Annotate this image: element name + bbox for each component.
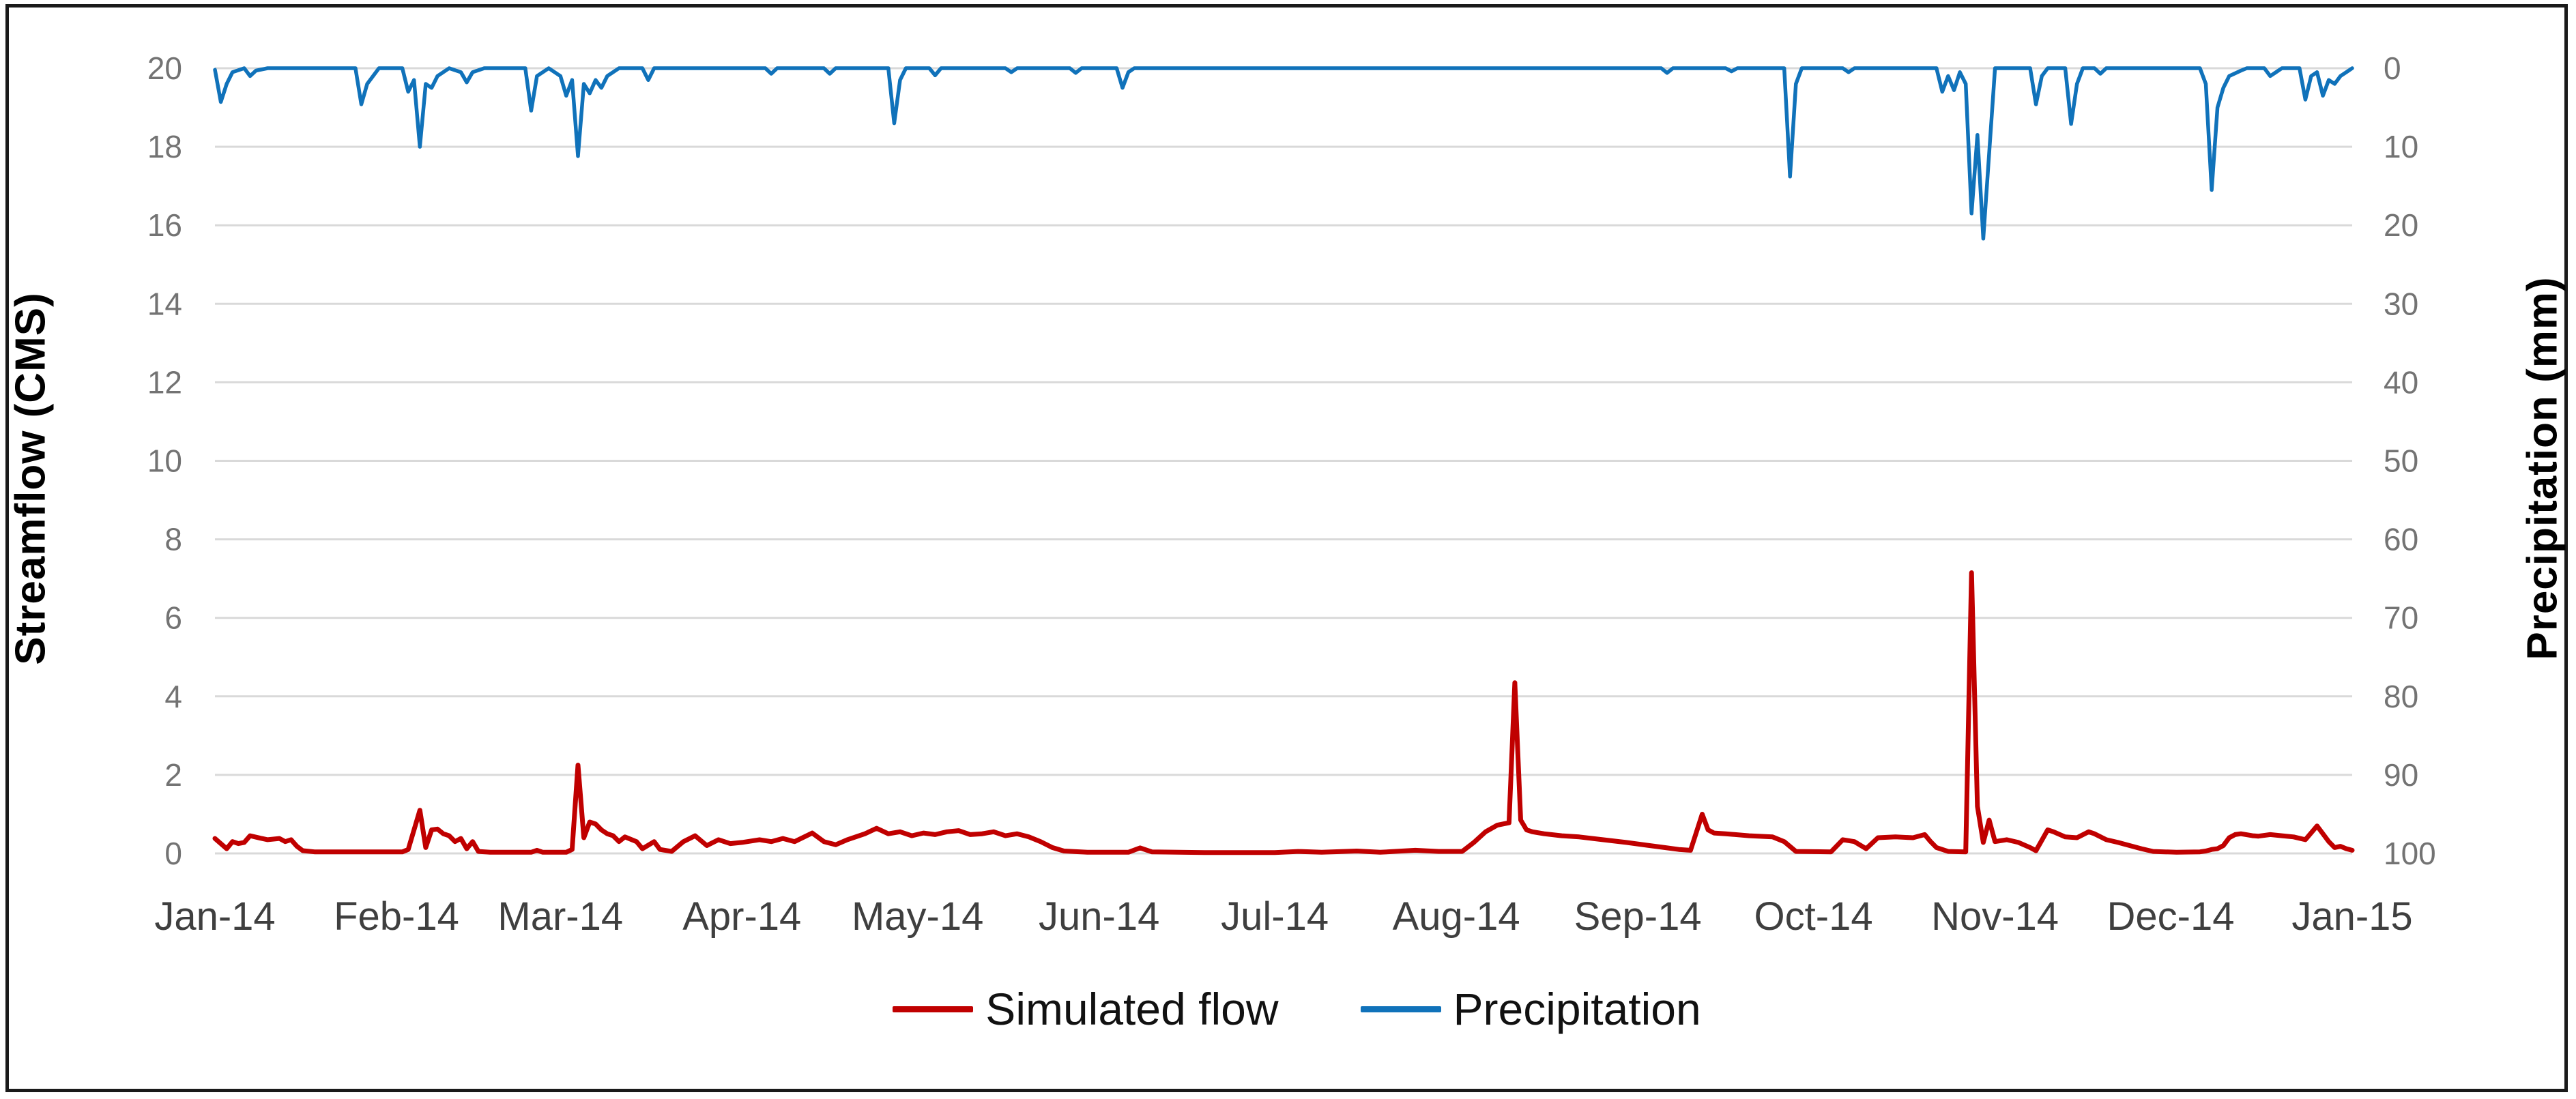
- left-axis-tick-label: 10: [147, 443, 182, 479]
- right-axis-tick-label: 70: [2384, 600, 2418, 636]
- precipitation-line: [213, 66, 2354, 241]
- right-axis-tick-label: 40: [2384, 364, 2418, 400]
- x-axis-tick-label: Jan-15: [2291, 894, 2412, 939]
- left-axis-tick-label: 18: [147, 129, 182, 164]
- chart-frame: 0 2 4 6 8 10 12 14 16 18 20 0 10 20 30 40 50 60 70 80 90 100 J…: [5, 4, 2568, 1092]
- left-axis-tick-label: 0: [164, 836, 182, 871]
- left-axis-tick-label: 8: [164, 522, 182, 557]
- x-axis-tick-label: Feb-14: [334, 894, 459, 939]
- legend-label-precipitation: Precipitation: [1453, 984, 1701, 1034]
- left-axis-tick-label: 6: [164, 600, 182, 636]
- simulated-flow-line: [212, 570, 2355, 855]
- left-axis-tick-label: 2: [164, 757, 182, 793]
- right-axis-tick-label: 10: [2384, 129, 2418, 164]
- right-axis-tick-label: 0: [2384, 50, 2401, 86]
- plot-area: 0 2 4 6 8 10 12 14 16 18 20 0 10 20 30 40 50 60 70 80 90 100 J…: [147, 50, 2436, 939]
- x-axis-tick-label: Jun-14: [1039, 894, 1159, 939]
- left-axis-tick-label: 16: [147, 207, 182, 243]
- x-axis-tick-label: Jan-14: [154, 894, 275, 939]
- left-axis-tick-label: 12: [147, 364, 182, 400]
- x-axis-tick-label: Oct-14: [1754, 894, 1873, 939]
- x-axis-tick-label: Aug-14: [1393, 894, 1520, 939]
- x-axis-tick-label: Mar-14: [497, 894, 623, 939]
- x-axis-tick-label: May-14: [852, 894, 983, 939]
- x-axis-tick-label: Sep-14: [1574, 894, 1702, 939]
- right-axis-tick-label: 50: [2384, 443, 2418, 479]
- right-axis-tick-label: 20: [2384, 207, 2418, 243]
- legend-item-precipitation: Precipitation: [1360, 983, 1701, 1035]
- right-axis-tick-label: 100: [2384, 836, 2436, 871]
- precipitation-line-icon: [1360, 1006, 1441, 1012]
- left-axis-title: Streamflow (CMS): [7, 292, 55, 665]
- right-axis-title: Precipitation (mm): [2519, 276, 2566, 660]
- left-axis-tick-label: 4: [164, 679, 182, 714]
- x-axis-tick-label: Nov-14: [1931, 894, 2059, 939]
- x-axis-tick-label: Apr-14: [682, 894, 801, 939]
- legend-item-simulated-flow: Simulated flow: [893, 983, 1279, 1035]
- legend-label-simulated-flow: Simulated flow: [985, 984, 1279, 1034]
- legend: Simulated flow Precipitation: [9, 983, 2576, 1035]
- left-axis-tick-label: 20: [147, 50, 182, 86]
- right-axis-tick-label: 80: [2384, 679, 2418, 714]
- right-axis-tick-label: 90: [2384, 757, 2418, 793]
- simulated-flow-line-icon: [893, 1006, 974, 1012]
- left-axis-tick-label: 14: [147, 286, 182, 321]
- x-axis-tick-label: Dec-14: [2107, 894, 2235, 939]
- right-axis-tick-label: 60: [2384, 522, 2418, 557]
- right-axis-tick-label: 30: [2384, 286, 2418, 321]
- x-axis-tick-label: Jul-14: [1221, 894, 1329, 939]
